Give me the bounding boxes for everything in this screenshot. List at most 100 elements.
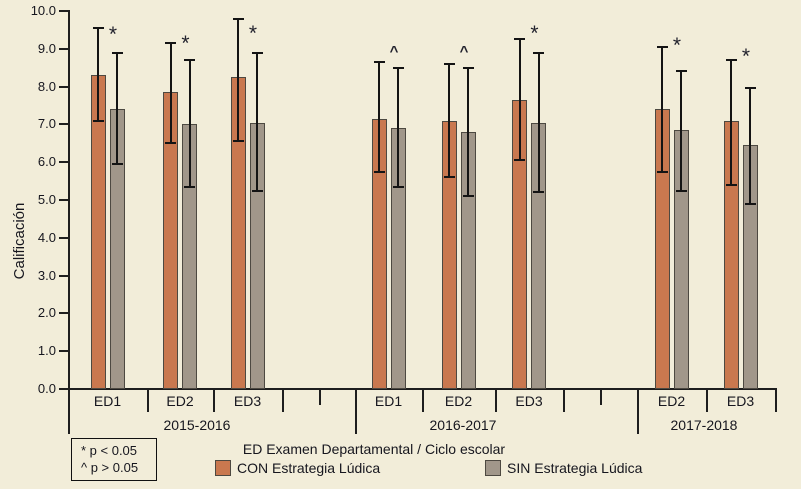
y-tick-label: 3.0 — [37, 267, 56, 283]
ed-separator-tick — [147, 389, 149, 412]
y-tick-label: 2.0 — [37, 305, 56, 321]
error-bar-con-line — [661, 46, 663, 172]
error-bar-con-cap-bottom — [725, 183, 737, 186]
pvalue-legend-box: * p < 0.05 ^ p > 0.05 — [71, 438, 157, 481]
y-tick-label: 5.0 — [37, 192, 56, 207]
y-tick-label: 10.0 — [30, 3, 56, 18]
error-bar-con-line — [97, 28, 99, 121]
error-bar-sin-line — [188, 60, 191, 187]
y-axis-tick — [59, 236, 68, 239]
bar-con-ED1-2015-2016 — [90, 75, 106, 389]
error-bar-con-cap-bottom — [92, 119, 104, 122]
error-bar-sin-cap-bottom — [184, 185, 195, 188]
y-axis-tick — [59, 85, 68, 88]
error-bar-con-line — [378, 62, 380, 172]
pvalue-line-nonsignificant: ^ p > 0.05 — [81, 460, 139, 475]
significance-marker: * — [530, 22, 539, 45]
significance-marker: ^ — [459, 43, 469, 60]
significance-marker: ^ — [389, 43, 399, 60]
error-bar-con-cap-bottom — [232, 140, 244, 143]
error-bar-sin-line — [256, 52, 258, 191]
error-bar-sin-cap-top — [392, 66, 404, 69]
error-bar-sin-cap-bottom — [251, 189, 263, 192]
error-bar-sin-cap-top — [533, 51, 544, 54]
significance-marker: * — [248, 22, 258, 45]
x-tick-label-ed: ED2 — [657, 393, 686, 409]
ed-separator-tick — [213, 389, 215, 412]
ed-separator-tick — [495, 389, 497, 412]
legend-item-sin: SIN Estrategia Lúdica — [485, 460, 642, 476]
x-tick-label-ed: ED1 — [374, 393, 403, 409]
error-bar-sin-cap-top — [111, 51, 123, 54]
error-bar-con-cap-top — [725, 59, 737, 62]
y-axis-tick — [59, 199, 68, 201]
error-bar-con-cap-bottom — [656, 170, 668, 173]
error-bar-con-cap-bottom — [514, 159, 525, 162]
error-bar-con-line — [730, 60, 732, 185]
y-tick-label: 0.0 — [37, 381, 56, 396]
y-tick-label: 8.0 — [37, 78, 56, 94]
y-axis-tick — [59, 47, 68, 50]
y-axis-tick — [59, 123, 68, 126]
error-bar-con-cap-top — [92, 27, 104, 29]
error-bar-sin-cap-bottom — [111, 163, 123, 166]
ed-separator-tick — [706, 389, 708, 412]
error-bar-con-cap-top — [656, 45, 668, 48]
legend-swatch-sin — [485, 460, 501, 476]
error-bar-con-line — [237, 18, 239, 142]
y-tick-label: 4.0 — [37, 229, 56, 245]
legend-item-con: CON Estrategia Lúdica — [215, 460, 380, 476]
error-bar-sin-cap-bottom — [533, 191, 544, 194]
error-bar-con-line — [169, 43, 172, 144]
error-bar-con-cap-top — [165, 42, 176, 45]
error-bar-sin-line — [397, 67, 399, 187]
error-bar-con-cap-top — [443, 62, 455, 65]
significance-marker: * — [672, 34, 682, 57]
y-tick-label: 7.0 — [37, 116, 56, 132]
error-bar-sin-line — [467, 67, 469, 197]
y-axis-tick — [59, 312, 68, 315]
error-bar-sin-cap-top — [184, 59, 195, 62]
error-bar-sin-line — [680, 71, 682, 191]
y-axis-line — [68, 10, 70, 390]
significance-marker: * — [741, 45, 751, 68]
y-axis-tick — [59, 161, 68, 164]
year-group-divider-tick — [637, 389, 639, 434]
y-tick-label: 6.0 — [37, 154, 56, 170]
x-tick-label-ed: ED2 — [444, 393, 473, 409]
y-axis-tick — [59, 274, 68, 277]
x-tick-label-ed: ED3 — [233, 393, 262, 409]
pvalue-line-significant: * p < 0.05 — [81, 443, 138, 458]
ed-separator-tick — [775, 389, 777, 412]
error-bar-sin-line — [116, 52, 118, 165]
error-bar-con-cap-bottom — [165, 142, 176, 145]
ed-separator-tick — [422, 389, 424, 412]
error-bar-con-cap-top — [514, 38, 525, 41]
y-axis-tick — [59, 350, 68, 353]
gap-tick — [318, 389, 321, 405]
y-axis-tick — [59, 388, 68, 390]
legend-label-sin: SIN Estrategia Lúdica — [507, 460, 643, 476]
x-axis-title: ED Examen Departamental / Ciclo escolar — [242, 441, 506, 457]
significance-marker: * — [108, 23, 118, 46]
x-group-label-year: 2017-2018 — [670, 417, 738, 433]
error-bar-con-line — [448, 63, 450, 178]
error-bar-sin-cap-bottom — [392, 185, 404, 188]
significance-marker: * — [181, 32, 190, 55]
x-tick-label-ed: ED1 — [93, 393, 122, 409]
y-tick-label: 1.0 — [37, 343, 56, 359]
error-bar-sin-line — [537, 52, 540, 193]
error-bar-con-cap-bottom — [443, 176, 455, 179]
ed-separator-tick — [563, 389, 565, 412]
error-bar-sin-cap-bottom — [675, 189, 687, 192]
year-group-divider-tick — [68, 389, 70, 434]
error-bar-sin-cap-top — [675, 70, 687, 73]
error-bar-sin-cap-bottom — [462, 195, 474, 198]
error-bar-sin-cap-top — [744, 87, 756, 90]
error-bar-sin-cap-top — [251, 51, 263, 54]
ed-separator-tick — [282, 389, 284, 412]
error-bar-sin-cap-top — [462, 66, 474, 69]
y-axis-title: Calificación — [11, 202, 28, 280]
